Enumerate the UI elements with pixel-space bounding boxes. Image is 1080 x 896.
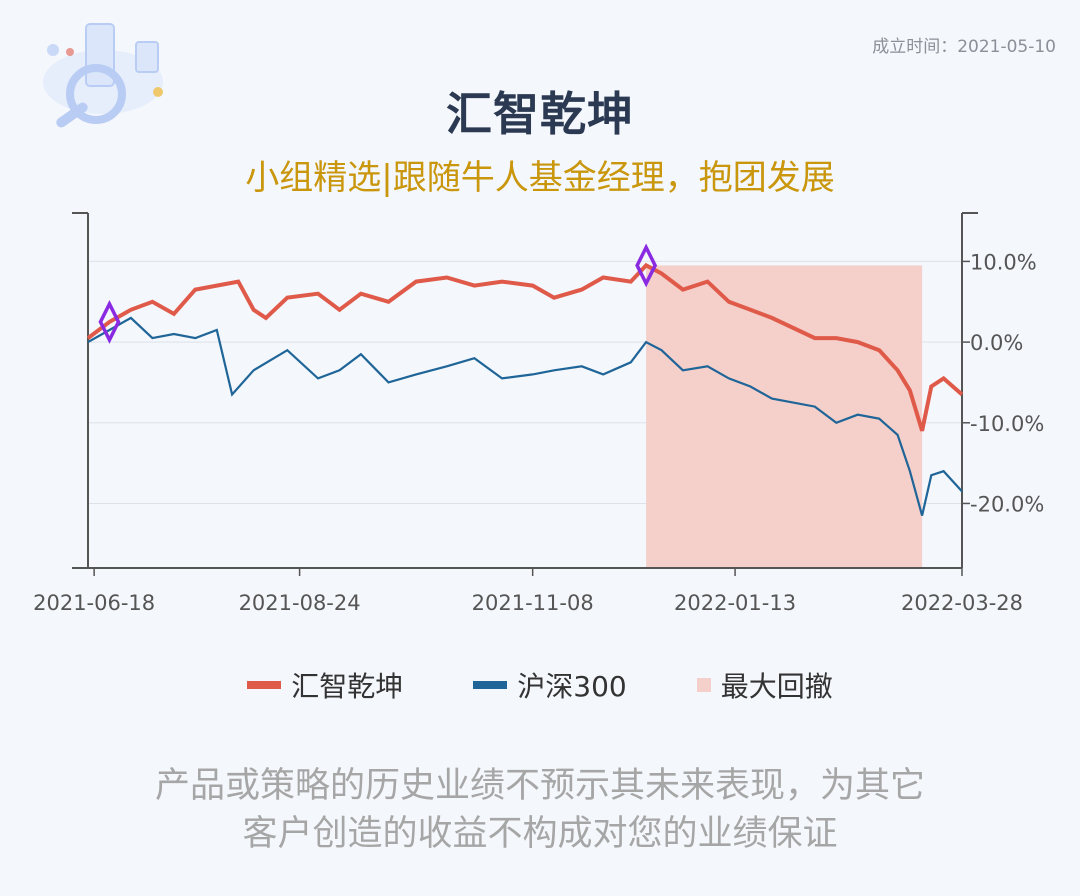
y-tick-label: 10.0% [970,250,1037,274]
line-chart: 10.0% 0.0% -10.0% -20.0% 2021-06-18 2021-08-2… [33,212,1044,615]
markers [98,243,658,344]
x-tick-label: 2021-08-24 [239,591,361,615]
axes [72,212,978,576]
page-title: 汇智乾坤 [446,87,634,141]
x-tick-label: 2022-01-13 [674,591,796,615]
drawdown-area [646,265,923,568]
diamond-marker [98,300,121,344]
legend-item-fund[interactable]: 汇智乾坤 [247,665,403,705]
legend-swatch-drawdown [696,678,711,692]
established-date: 成立时间：2021-05-10 [872,37,1056,57]
disclaimer: 产品或策略的历史业绩不预示其未来表现，为其它 客户创造的收益不构成对您的业绩保证 [0,762,1080,858]
series-line-csi300 [87,316,963,516]
series-line-fund [86,262,964,432]
tick-labels: 10.0% 0.0% -10.0% -20.0% 2021-06-18 2021-08-2… [33,250,1044,615]
legend-item-csi300[interactable]: 沪深300 [473,665,627,705]
y-tick-label: -10.0% [970,412,1044,436]
diamond-marker [635,243,658,288]
x-tick-label: 2021-11-08 [472,591,594,615]
legend-label-csi300: 沪深300 [517,670,627,703]
page-subtitle: 小组精选|跟随牛人基金经理，抱团发展 [245,158,835,198]
legend-label-drawdown: 最大回撤 [720,670,833,703]
legend-label-fund: 汇智乾坤 [291,670,404,703]
x-tick-label: 2021-06-18 [33,591,155,615]
legend: 汇智乾坤 沪深300 最大回撤 [0,665,1080,705]
magnifier-logo-icon [18,12,188,146]
x-tick-label: 2022-03-28 [901,591,1023,615]
legend-item-drawdown[interactable]: 最大回撤 [696,665,833,705]
disclaimer-line-1: 产品或策略的历史业绩不预示其未来表现，为其它 [154,766,925,806]
y-tick-label: -20.0% [970,492,1044,516]
legend-swatch-csi300 [473,681,508,689]
disclaimer-line-2: 客户创造的收益不构成对您的业绩保证 [242,814,838,854]
legend-swatch-fund [247,681,282,689]
y-tick-label: 0.0% [970,331,1023,355]
